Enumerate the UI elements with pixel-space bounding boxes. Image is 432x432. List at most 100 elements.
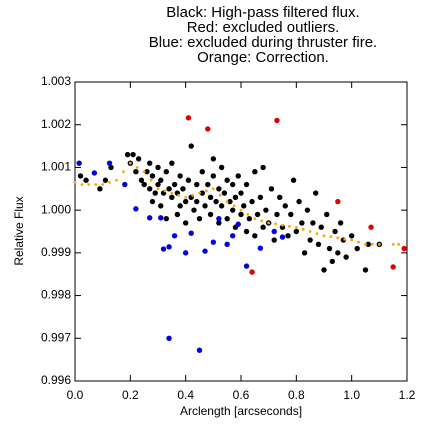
point xyxy=(87,183,91,186)
point xyxy=(335,250,341,256)
point xyxy=(149,178,153,182)
point xyxy=(252,169,258,175)
point xyxy=(158,177,164,183)
point xyxy=(274,222,277,226)
point xyxy=(282,203,288,209)
point xyxy=(321,267,327,273)
point xyxy=(191,193,194,197)
point xyxy=(362,267,369,273)
point xyxy=(205,126,211,132)
point xyxy=(170,191,174,195)
point xyxy=(221,190,228,196)
point xyxy=(390,264,396,270)
point xyxy=(227,198,233,205)
point xyxy=(149,173,156,179)
point xyxy=(279,224,286,230)
y-tick-label: 0.998 xyxy=(41,288,71,302)
point xyxy=(147,160,153,166)
point xyxy=(238,211,244,218)
point xyxy=(102,177,109,183)
point xyxy=(124,151,131,158)
point xyxy=(332,228,338,235)
point xyxy=(194,181,200,188)
point xyxy=(290,177,297,183)
point xyxy=(156,187,160,191)
point xyxy=(257,194,264,201)
point xyxy=(318,224,324,230)
point xyxy=(216,186,222,192)
point xyxy=(185,115,192,121)
point xyxy=(155,164,161,171)
point xyxy=(158,203,164,209)
x-tick-label: 0.6 xyxy=(233,388,250,402)
point xyxy=(138,177,145,183)
point xyxy=(76,160,82,166)
point xyxy=(163,169,169,175)
point xyxy=(142,170,146,174)
point xyxy=(246,213,250,216)
point xyxy=(277,194,283,201)
point xyxy=(210,173,217,179)
point xyxy=(91,170,98,176)
point xyxy=(106,160,113,166)
y-tick-label: 1.000 xyxy=(41,202,71,216)
point xyxy=(401,245,407,252)
point xyxy=(243,263,250,269)
point xyxy=(224,177,230,183)
point xyxy=(294,225,298,229)
y-tick-label: 1.001 xyxy=(41,160,71,174)
point xyxy=(213,198,219,205)
point xyxy=(218,164,225,171)
point xyxy=(307,237,313,243)
chart-title: Blue: excluded during thruster fire. xyxy=(149,34,377,51)
point xyxy=(135,156,142,162)
point xyxy=(322,234,326,238)
point xyxy=(230,233,236,239)
point xyxy=(230,207,236,213)
x-tick-label: 1.0 xyxy=(343,388,360,402)
point xyxy=(301,227,305,231)
point xyxy=(163,189,167,193)
point xyxy=(260,224,266,230)
point xyxy=(135,166,139,169)
y-tick-label: 1.002 xyxy=(41,117,71,131)
chart-title: Orange: Correction. xyxy=(197,49,329,66)
point xyxy=(267,221,271,225)
point xyxy=(371,242,374,246)
point xyxy=(391,242,395,246)
y-tick-label: 1.003 xyxy=(41,74,71,88)
point xyxy=(77,173,84,179)
y-tick-label: 0.996 xyxy=(41,373,71,387)
point xyxy=(202,203,208,209)
point xyxy=(171,181,178,188)
point xyxy=(152,190,158,196)
point xyxy=(296,198,302,205)
point xyxy=(281,223,284,227)
point xyxy=(232,204,236,208)
point xyxy=(238,190,244,196)
point xyxy=(101,183,105,186)
point xyxy=(141,181,147,188)
point xyxy=(225,200,229,204)
point xyxy=(288,224,291,228)
point xyxy=(365,241,371,248)
x-tick-label: 0.0 xyxy=(67,388,84,402)
point xyxy=(218,193,222,197)
point xyxy=(158,215,164,221)
point xyxy=(184,195,188,199)
point xyxy=(180,186,186,192)
point xyxy=(198,191,201,195)
point xyxy=(329,258,335,265)
point xyxy=(182,220,189,226)
point xyxy=(171,233,178,239)
point xyxy=(155,181,161,188)
point xyxy=(285,233,291,239)
point xyxy=(224,241,230,248)
point xyxy=(239,208,243,212)
point xyxy=(310,220,316,226)
point xyxy=(149,198,156,205)
x-tick-label: 0.8 xyxy=(288,388,305,402)
point xyxy=(205,189,208,193)
x-tick-label: 0.2 xyxy=(122,388,139,402)
point xyxy=(166,244,172,250)
